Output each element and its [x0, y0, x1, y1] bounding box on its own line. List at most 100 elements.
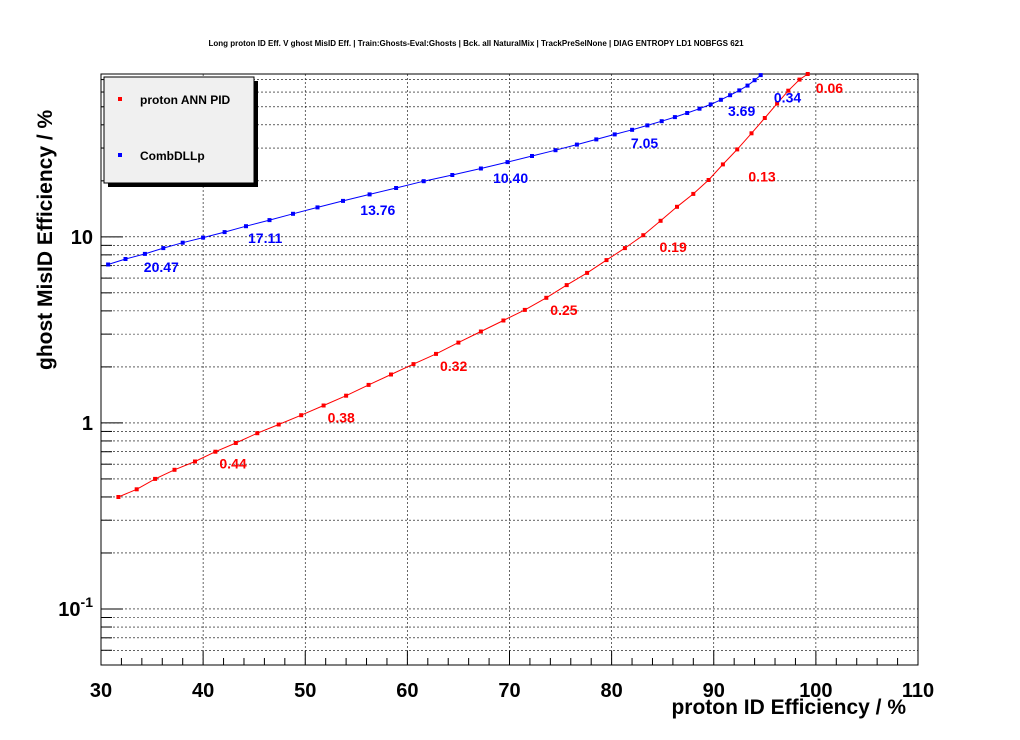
point-label: 0.34 [774, 90, 801, 106]
point-label: 0.25 [550, 302, 577, 318]
point-label: 0.19 [660, 239, 687, 255]
series-line-0 [118, 73, 808, 498]
point-label: 7.05 [631, 135, 658, 151]
x-tick-label: 40 [192, 680, 214, 702]
data-point [276, 422, 281, 427]
point-label: 20.47 [144, 259, 179, 275]
grid-lines [101, 74, 918, 665]
point-labels: 0.44 0.38 0.32 0.25 0.19 0.13 0.06 20.47 17.11 13… [144, 80, 843, 472]
data-point [366, 382, 371, 387]
data-point [672, 115, 677, 120]
point-label: 10.40 [493, 170, 528, 186]
data-point [553, 148, 558, 153]
legend-label-proton-ann-pid: proton ANN PID [140, 93, 231, 107]
data-point [720, 162, 725, 167]
data-point [411, 362, 416, 367]
data-point [708, 102, 713, 107]
chart-title: Long proton ID Eff. V ghost MisID Eff. |… [208, 39, 744, 48]
data-point [255, 431, 260, 436]
data-point [134, 487, 139, 492]
data-point [745, 83, 750, 88]
series-layer [106, 72, 810, 499]
data-point [434, 351, 438, 356]
data-point [749, 131, 754, 136]
data-point [641, 233, 646, 238]
x-tick-label: 30 [90, 680, 112, 702]
data-point [456, 340, 461, 345]
data-point [341, 198, 345, 203]
data-point [612, 132, 617, 137]
data-point [762, 116, 767, 120]
point-label: 17.11 [248, 230, 282, 246]
data-point [501, 318, 506, 323]
data-point [697, 106, 702, 111]
point-label: 0.13 [748, 168, 775, 184]
legend: proton ANN PID CombDLLp [103, 76, 258, 187]
x-tick-label: 110 [902, 680, 934, 702]
data-point [691, 191, 696, 196]
point-label: 3.69 [728, 103, 755, 119]
data-point [797, 77, 802, 82]
data-point [630, 127, 635, 132]
data-point [299, 413, 304, 418]
data-point [752, 78, 757, 83]
data-point [718, 97, 723, 102]
legend-label-combdllp: CombDLLp [140, 149, 205, 163]
data-point [805, 72, 810, 76]
data-point [421, 179, 426, 184]
data-point [728, 93, 733, 98]
data-point [116, 495, 121, 499]
legend-marker-combdllp [118, 153, 122, 157]
point-label: 13.76 [360, 202, 395, 218]
legend-marker-proton-ann-pid [118, 97, 122, 101]
x-tick-label: 70 [498, 680, 520, 702]
data-point [291, 211, 295, 216]
data-point [161, 246, 166, 251]
data-point [478, 329, 483, 334]
data-point [389, 372, 393, 377]
y-axis-title: ghost MisID Efficiency / % [34, 109, 57, 370]
point-label: 0.38 [328, 410, 355, 426]
x-tick-label: 60 [396, 680, 418, 702]
data-point [142, 251, 147, 256]
x-tick-label: 80 [601, 680, 623, 702]
point-label: 0.44 [219, 456, 246, 472]
data-point [530, 154, 534, 158]
data-point [213, 449, 218, 454]
data-point [315, 205, 320, 210]
point-label: 0.32 [440, 358, 467, 374]
data-point [775, 101, 780, 106]
data-point [622, 246, 627, 251]
data-point [758, 73, 763, 78]
data-point [450, 173, 455, 177]
data-point [706, 178, 711, 182]
x-tick-label: 90 [703, 680, 725, 702]
data-point [585, 270, 590, 275]
data-point [193, 459, 197, 464]
y-tick-label: 1 [82, 413, 93, 435]
data-point [544, 295, 549, 300]
data-point [659, 119, 664, 124]
data-point [106, 262, 111, 267]
y-tick-label: 10-1 [58, 594, 93, 621]
data-point [685, 111, 690, 115]
data-point [478, 166, 483, 171]
y-tick-label: 10 [71, 227, 93, 249]
data-point [594, 137, 599, 142]
data-point [244, 224, 248, 229]
data-point [180, 240, 185, 245]
data-point [172, 467, 177, 472]
data-point [645, 123, 650, 128]
data-point [222, 230, 227, 235]
data-point [735, 147, 740, 152]
data-point [344, 393, 349, 398]
data-point [505, 160, 510, 165]
x-tick-label: 50 [294, 680, 316, 702]
data-point [367, 192, 372, 197]
data-point [786, 88, 791, 93]
x-tick-label: 100 [799, 680, 832, 702]
data-point [737, 88, 742, 93]
data-point [675, 204, 679, 209]
data-point [522, 307, 527, 312]
